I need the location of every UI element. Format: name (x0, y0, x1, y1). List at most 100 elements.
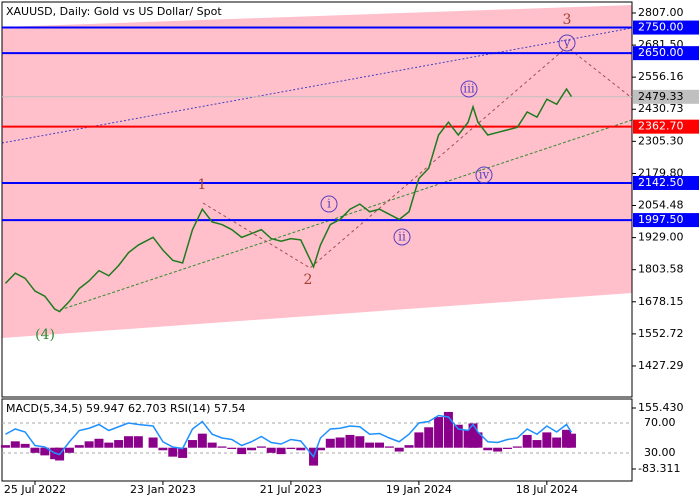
level-label: 2142.50 (638, 176, 684, 189)
annotation: iii (463, 82, 475, 96)
macd-bar (394, 447, 404, 452)
macd-bar (404, 445, 414, 448)
y-tick-label: 2305.30 (638, 134, 684, 147)
annotation-circle (393, 228, 411, 246)
macd-bar (197, 433, 207, 448)
level-box (633, 175, 699, 190)
channel (2, 5, 632, 338)
macd-bar (434, 417, 444, 448)
annotation-circle (558, 34, 576, 52)
level-label: 2650.00 (638, 46, 684, 59)
macd-bar (483, 447, 493, 451)
level-label: 2479.33 (638, 90, 684, 103)
macd-bar (104, 442, 114, 448)
macd-bar (424, 427, 434, 448)
macd-bar (414, 432, 424, 448)
macd-bar (512, 446, 522, 448)
price-line (4, 87, 573, 313)
macd-bar (10, 441, 20, 448)
y2-tick-label: 30.00 (644, 446, 676, 459)
macd-bar (207, 442, 217, 448)
macd-bar (463, 429, 473, 448)
macd-bar (276, 447, 286, 455)
trend-line (1, 27, 633, 144)
macd-bar (375, 442, 385, 448)
macd-bar (355, 436, 365, 448)
indicator-title: MACD(5,34,5) 59.947 62.703 RSI(14) 57.54 (6, 402, 245, 415)
y2-tick-label: 70.00 (644, 416, 676, 429)
macd-bar (187, 440, 197, 448)
macd-bar (123, 436, 133, 448)
macd-bar (217, 446, 227, 448)
y-tick-label: 2807.00 (638, 6, 684, 19)
macd-bar (315, 447, 325, 451)
macd-bar (335, 437, 345, 448)
macd-bar (74, 445, 84, 448)
level-label: 2750.00 (638, 21, 684, 34)
macd-bar (566, 433, 576, 448)
macd-bar (0, 445, 10, 448)
annotation: i (327, 197, 331, 211)
macd-bar (256, 446, 266, 448)
macd-bar (384, 446, 394, 448)
main-pane (1, 1, 633, 398)
annotation: 2 (304, 272, 313, 288)
macd-bar (345, 434, 355, 448)
level-box (633, 213, 699, 228)
macd-bar (40, 447, 50, 456)
rsi-line (5, 414, 573, 459)
macd-bar (178, 447, 188, 458)
macd-bar (94, 438, 104, 448)
macd-bar (552, 437, 562, 448)
macd-bar (158, 447, 168, 451)
macd-bar (20, 443, 30, 448)
y-tick-label: 2430.73 (638, 102, 684, 115)
macd-bar (64, 447, 74, 453)
macd-bar (562, 429, 572, 448)
macd-bar (237, 447, 247, 455)
macd-bar (30, 447, 40, 453)
level-box (633, 119, 699, 134)
x-tick-label: 21 Jul 2023 (260, 483, 322, 496)
macd-bar (114, 440, 124, 448)
chart-title: XAUUSD, Daily: Gold vs US Dollar/ Spot (6, 5, 222, 18)
macd-bar (468, 423, 478, 448)
level-label: 1997.50 (638, 213, 684, 226)
macd-bar (453, 424, 463, 448)
trend-line (59, 119, 633, 311)
macd-bar (266, 447, 276, 453)
macd-bar (296, 447, 306, 451)
macd-bar (532, 440, 542, 448)
macd-bar (325, 438, 335, 448)
macd-bar (148, 437, 158, 448)
annotation-circle (460, 80, 478, 98)
macd-bar (542, 432, 552, 448)
macd-bar (365, 442, 375, 448)
wave-path (202, 46, 633, 269)
macd-bar (522, 434, 532, 448)
macd-bar (493, 447, 503, 452)
macd-bar (286, 447, 296, 449)
annotation: 3 (563, 12, 572, 28)
macd-bar (84, 441, 94, 448)
y-tick-label: 1929.00 (638, 231, 684, 244)
y-tick-label: 155.430 (638, 401, 684, 414)
annotation: (4) (35, 327, 55, 343)
macd-bar (502, 447, 512, 449)
y-tick-label: 2556.16 (638, 70, 684, 83)
x-tick-label: 19 Jan 2024 (386, 483, 452, 496)
macd-bar (168, 447, 178, 457)
y-tick-label: 1803.58 (638, 263, 684, 276)
y-tick-label: 1678.15 (638, 295, 684, 308)
annotation: iv (479, 168, 490, 182)
macd-bar (443, 411, 453, 448)
level-box (633, 46, 699, 61)
x-tick-label: 18 Jul 2024 (516, 483, 578, 496)
indicator-pane (1, 398, 633, 482)
y-tick-label: -83.311 (638, 462, 680, 475)
y-tick-label: 2054.48 (638, 199, 684, 212)
level-box (633, 89, 699, 104)
annotation-circle (475, 166, 493, 184)
level-box (633, 20, 699, 35)
